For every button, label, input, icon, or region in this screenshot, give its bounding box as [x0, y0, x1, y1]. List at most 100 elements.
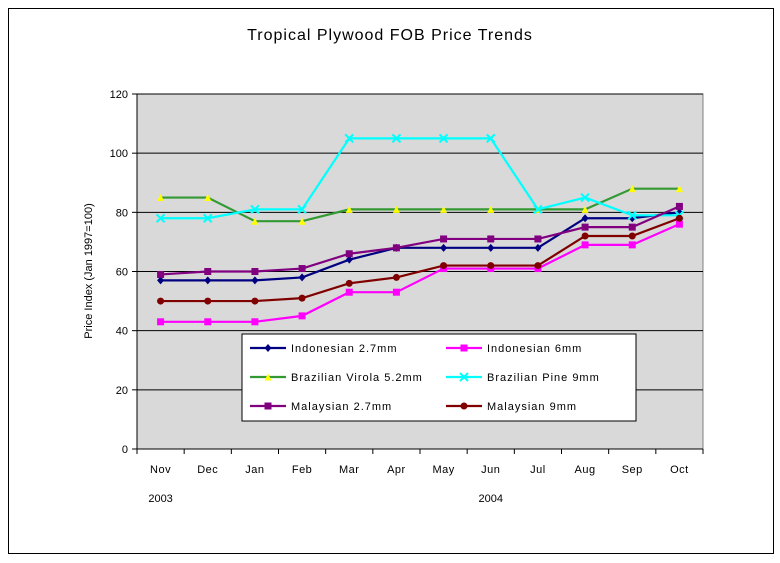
- legend-label: Malaysian 2.7mm: [291, 401, 392, 413]
- data-point: [204, 276, 212, 285]
- data-point: [675, 214, 683, 222]
- y-axis-label: Price Index (Jan 1997=100): [83, 203, 95, 338]
- legend-entry: Malaysian 9mm: [446, 401, 577, 413]
- data-point-stroke: [459, 372, 469, 382]
- data-point: [392, 288, 400, 296]
- legend-entry: Brazilian Pine 9mm: [446, 372, 599, 384]
- y-tick-label: 60: [116, 267, 128, 279]
- data-point: [298, 312, 306, 320]
- series-line: [160, 217, 680, 303]
- y-tick-label: 80: [116, 207, 128, 219]
- data-point: [204, 297, 212, 305]
- data-point: [459, 372, 469, 382]
- data-point: [628, 232, 636, 240]
- data-point: [628, 185, 636, 193]
- data-point: [157, 194, 165, 202]
- year-label: 2004: [479, 493, 503, 505]
- series-line: [160, 187, 680, 223]
- legend-label: Malaysian 9mm: [487, 401, 577, 413]
- data-point: [580, 192, 590, 203]
- x-tick-label: Jan: [245, 464, 264, 476]
- data-point: [251, 297, 259, 305]
- x-tick-label: Jul: [530, 464, 546, 476]
- data-point: [581, 214, 589, 223]
- legend-label: Brazilian Virola 5.2mm: [291, 372, 423, 384]
- data-point: [204, 194, 212, 202]
- series-line: [160, 223, 680, 323]
- data-point: [345, 288, 353, 296]
- series-malaysian-9mm: [157, 214, 683, 305]
- data-point: [581, 205, 589, 213]
- data-point-stroke: [580, 192, 590, 203]
- data-point: [157, 297, 165, 305]
- data-point: [533, 204, 543, 215]
- data-point: [438, 133, 449, 144]
- legend-entry: Brazilian Virola 5.2mm: [250, 372, 423, 384]
- data-point: [581, 232, 589, 240]
- data-point: [628, 241, 636, 249]
- series-brazilian-virola-5-2mm: [157, 185, 683, 225]
- x-tick-label: Feb: [292, 464, 312, 476]
- data-point: [392, 244, 400, 252]
- legend-entry: Indonesian 6mm: [446, 343, 582, 355]
- data-point-stroke: [486, 133, 496, 144]
- data-point-stroke: [627, 210, 637, 220]
- x-tick-label: Nov: [150, 464, 171, 476]
- series-line: [160, 211, 680, 282]
- data-point: [628, 223, 636, 231]
- data-point: [460, 344, 468, 352]
- chart-title: Tropical Plywood FOB Price Trends: [247, 27, 533, 44]
- y-tick-label: 100: [110, 148, 128, 160]
- data-point: [345, 255, 353, 264]
- data-point: [264, 344, 272, 352]
- data-point: [486, 133, 496, 144]
- data-point-stroke: [533, 204, 543, 215]
- data-point: [345, 205, 353, 213]
- y-tick-label: 120: [110, 89, 128, 101]
- data-point: [534, 243, 542, 252]
- y-tick-label: 0: [122, 444, 128, 456]
- legend-label: Indonesian 2.7mm: [291, 343, 398, 355]
- legend-entry: Malaysian 2.7mm: [250, 401, 392, 413]
- data-point: [264, 373, 272, 381]
- data-point-stroke: [297, 204, 307, 215]
- data-point: [157, 318, 165, 326]
- data-point: [250, 204, 260, 215]
- data-point: [264, 402, 272, 410]
- data-point: [251, 268, 259, 275]
- data-point-stroke: [203, 213, 213, 223]
- y-tick-label: 40: [116, 326, 128, 338]
- series-line: [160, 205, 680, 276]
- series-line: [160, 137, 680, 220]
- x-tick-label: Aug: [575, 464, 596, 476]
- data-point: [534, 235, 542, 243]
- x-tick-label: Sep: [622, 464, 643, 476]
- data-point: [204, 268, 212, 275]
- legend-label: Indonesian 6mm: [487, 343, 582, 355]
- data-point-stroke: [438, 133, 449, 144]
- data-point: [675, 220, 683, 228]
- data-point: [460, 402, 468, 410]
- data-point: [627, 210, 637, 220]
- data-point: [204, 318, 212, 326]
- data-point: [675, 185, 683, 193]
- data-point: [157, 276, 165, 285]
- x-tick-label: Jun: [481, 464, 500, 476]
- x-tick-label: Apr: [387, 464, 406, 476]
- data-point: [487, 205, 495, 213]
- data-point: [157, 270, 165, 278]
- data-point: [344, 133, 354, 144]
- data-point: [487, 262, 495, 270]
- data-point: [298, 265, 306, 273]
- data-point: [581, 223, 589, 231]
- data-point: [297, 204, 307, 215]
- legend: [241, 333, 637, 422]
- data-point: [251, 318, 259, 326]
- y-tick-label: 20: [116, 385, 128, 397]
- data-point: [345, 279, 353, 287]
- series-brazilian-pine-9mm: [155, 133, 685, 223]
- data-point: [440, 235, 448, 243]
- data-point-stroke: [391, 133, 402, 144]
- data-point: [251, 276, 259, 285]
